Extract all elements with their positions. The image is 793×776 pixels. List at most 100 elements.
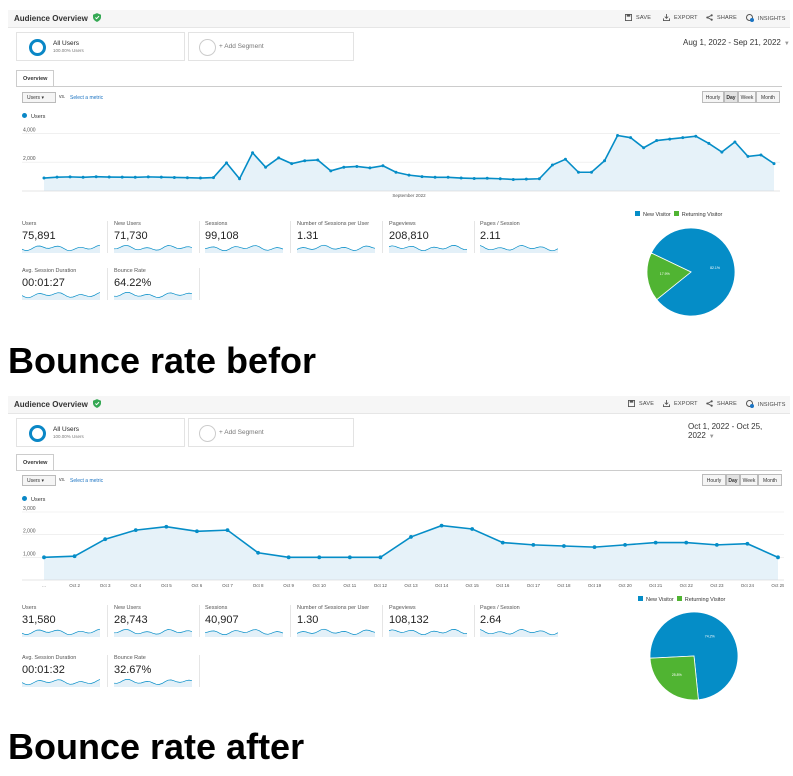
data-point[interactable] <box>72 554 77 559</box>
data-point[interactable] <box>185 176 189 180</box>
data-point[interactable] <box>211 176 215 180</box>
data-point[interactable] <box>590 170 593 174</box>
metric-users[interactable]: Users 75,891 <box>22 221 108 253</box>
segment-all-users[interactable]: All Users 100.00% Users <box>16 418 185 447</box>
data-point[interactable] <box>94 175 98 179</box>
data-point[interactable] <box>81 175 85 179</box>
data-point[interactable] <box>459 176 463 180</box>
data-point[interactable] <box>485 176 489 180</box>
data-point[interactable] <box>733 140 737 144</box>
data-point[interactable] <box>133 175 137 179</box>
data-point[interactable] <box>347 555 352 560</box>
granularity-day[interactable]: Day <box>726 474 740 486</box>
pie-slice-new-visitor[interactable] <box>650 227 736 317</box>
granularity-month[interactable]: Month <box>758 474 782 486</box>
data-point[interactable] <box>420 175 424 179</box>
metric-sessions[interactable]: Sessions 99,108 <box>205 221 291 253</box>
insights-button[interactable]: INSIGHTS <box>746 400 786 408</box>
metric-new-users[interactable]: New Users 71,730 <box>114 221 200 253</box>
metric-avg-session-duration[interactable]: Avg. Session Duration 00:01:27 <box>22 268 108 300</box>
granularity-month[interactable]: Month <box>756 91 780 103</box>
pie-slice-returning-visitor[interactable] <box>646 252 692 301</box>
data-point[interactable] <box>316 158 320 162</box>
metric-pages-session[interactable]: Pages / Session 2.64 <box>480 605 566 637</box>
metric-new-users[interactable]: New Users 28,743 <box>114 605 200 637</box>
data-point[interactable] <box>537 177 541 181</box>
data-point[interactable] <box>120 175 124 179</box>
data-point[interactable] <box>55 175 59 179</box>
select-metric-link[interactable]: Select a metric <box>70 95 104 101</box>
data-point[interactable] <box>264 165 268 169</box>
data-point[interactable] <box>668 137 672 141</box>
data-point[interactable] <box>378 555 383 560</box>
data-point[interactable] <box>603 159 607 163</box>
tab-overview[interactable]: Overview <box>16 454 55 470</box>
data-point[interactable] <box>133 528 138 533</box>
data-point[interactable] <box>68 175 72 179</box>
data-point[interactable] <box>439 523 444 528</box>
metric-avg-session-duration[interactable]: Avg. Session Duration 00:01:32 <box>22 655 108 687</box>
save-button[interactable]: SAVE <box>628 400 654 407</box>
date-range-picker[interactable]: Oct 1, 2022 - Oct 25, 2022 ▼ <box>688 422 763 440</box>
date-range-picker[interactable]: Aug 1, 2022 - Sep 21, 2022 ▼ <box>683 38 790 47</box>
share-button[interactable]: SHARE <box>706 400 737 407</box>
data-point[interactable] <box>446 175 450 179</box>
metric-select[interactable]: Users ▾ <box>22 475 56 486</box>
data-point[interactable] <box>681 136 685 140</box>
share-button[interactable]: SHARE <box>706 14 737 21</box>
segment-all-users[interactable]: All Users 100.00% Users <box>16 32 185 61</box>
export-button[interactable]: EXPORT <box>663 14 698 21</box>
metric-bounce-rate[interactable]: Bounce Rate 64.22% <box>114 268 200 300</box>
data-point[interactable] <box>531 542 536 547</box>
data-point[interactable] <box>623 542 627 547</box>
data-point[interactable] <box>714 542 719 547</box>
data-point[interactable] <box>500 540 505 545</box>
data-point[interactable] <box>317 555 322 560</box>
data-point[interactable] <box>277 156 281 160</box>
data-point[interactable] <box>303 159 307 163</box>
data-point[interactable] <box>642 146 646 150</box>
data-point[interactable] <box>776 555 780 560</box>
data-point[interactable] <box>562 544 566 548</box>
data-point[interactable] <box>42 176 46 180</box>
data-point[interactable] <box>576 170 580 174</box>
data-point[interactable] <box>759 153 763 157</box>
data-point[interactable] <box>329 169 333 173</box>
data-point[interactable] <box>251 151 255 155</box>
data-point[interactable] <box>225 528 230 533</box>
granularity-hourly[interactable]: Hourly <box>702 474 726 486</box>
data-point[interactable] <box>381 164 385 168</box>
metric-number-of-sessions-per-user[interactable]: Number of Sessions per User 1.31 <box>297 221 383 253</box>
granularity-day[interactable]: Day <box>724 91 738 103</box>
granularity-hourly[interactable]: Hourly <box>702 91 724 103</box>
data-point[interactable] <box>42 555 46 560</box>
data-point[interactable] <box>195 529 199 534</box>
data-point[interactable] <box>433 175 437 179</box>
data-point[interactable] <box>394 170 398 174</box>
save-button[interactable]: SAVE <box>625 14 651 21</box>
metric-sessions[interactable]: Sessions 40,907 <box>205 605 291 637</box>
data-point[interactable] <box>707 141 711 145</box>
metric-pageviews[interactable]: Pageviews 208,810 <box>389 221 475 253</box>
metric-select[interactable]: Users ▾ <box>22 92 56 103</box>
pie-slice-returning-visitor[interactable] <box>649 655 699 701</box>
tab-overview[interactable]: Overview <box>16 70 55 86</box>
data-point[interactable] <box>629 136 633 140</box>
data-point[interactable] <box>616 133 620 137</box>
add-segment-button[interactable]: + Add Segment <box>188 418 354 447</box>
data-point[interactable] <box>563 157 567 161</box>
add-segment-button[interactable]: + Add Segment <box>188 32 354 61</box>
data-point[interactable] <box>694 134 698 138</box>
data-point[interactable] <box>159 175 163 179</box>
data-point[interactable] <box>103 537 108 542</box>
data-point[interactable] <box>746 154 750 158</box>
data-point[interactable] <box>745 541 750 546</box>
data-point[interactable] <box>653 540 658 545</box>
data-point[interactable] <box>409 535 413 539</box>
data-point[interactable] <box>511 177 515 181</box>
data-point[interactable] <box>524 177 528 181</box>
data-point[interactable] <box>290 162 294 166</box>
data-point[interactable] <box>472 176 476 180</box>
data-point[interactable] <box>684 540 689 545</box>
data-point[interactable] <box>238 177 242 181</box>
